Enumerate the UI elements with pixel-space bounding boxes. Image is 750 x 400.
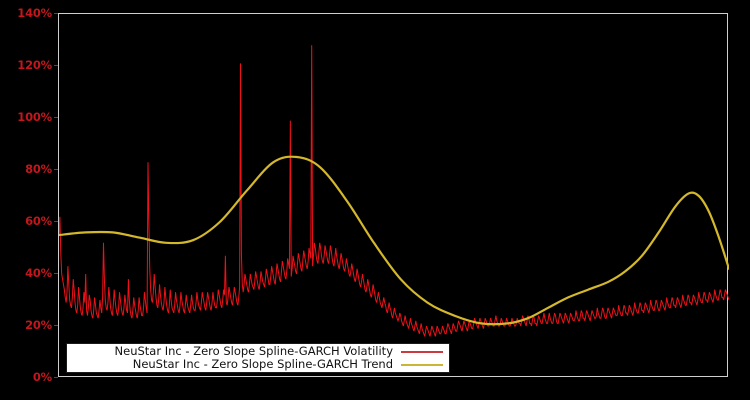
y-axis-tick-140 <box>54 13 58 14</box>
y-axis-label-100: 100% <box>17 110 52 124</box>
chart-canvas <box>59 45 729 337</box>
y-axis-label-80: 80% <box>25 162 52 176</box>
legend-swatch-volatility <box>401 350 443 353</box>
legend-entry-volatility: NeuStar Inc - Zero Slope Spline-GARCH Vo… <box>67 345 443 358</box>
y-axis-tick-80 <box>54 169 58 170</box>
y-axis-label-120: 120% <box>17 58 52 72</box>
legend-label-volatility: NeuStar Inc - Zero Slope Spline-GARCH Vo… <box>114 344 393 358</box>
volatility-series-line <box>59 45 729 337</box>
y-axis-tick-0 <box>54 377 58 378</box>
y-axis-label-20: 20% <box>25 318 52 332</box>
legend-entry-trend: NeuStar Inc - Zero Slope Spline-GARCH Tr… <box>67 358 443 371</box>
y-axis-label-40: 40% <box>25 266 52 280</box>
plot-area <box>58 13 729 377</box>
y-axis-label-140: 140% <box>17 6 52 20</box>
y-axis-tick-100 <box>54 117 58 118</box>
y-axis-label-60: 60% <box>25 214 52 228</box>
y-axis-tick-20 <box>54 325 58 326</box>
y-axis-tick-labels: 140% 120% 100% 80% 60% 40% 20% 0% <box>0 0 52 400</box>
y-axis-tick-40 <box>54 273 58 274</box>
y-axis-label-0: 0% <box>32 370 52 384</box>
legend-swatch-trend <box>401 363 443 366</box>
y-axis-tick-60 <box>54 221 58 222</box>
chart-legend: NeuStar Inc - Zero Slope Spline-GARCH Vo… <box>66 343 450 373</box>
trend-series-line <box>59 155 729 326</box>
legend-label-trend: NeuStar Inc - Zero Slope Spline-GARCH Tr… <box>132 357 393 371</box>
y-axis-tick-120 <box>54 65 58 66</box>
